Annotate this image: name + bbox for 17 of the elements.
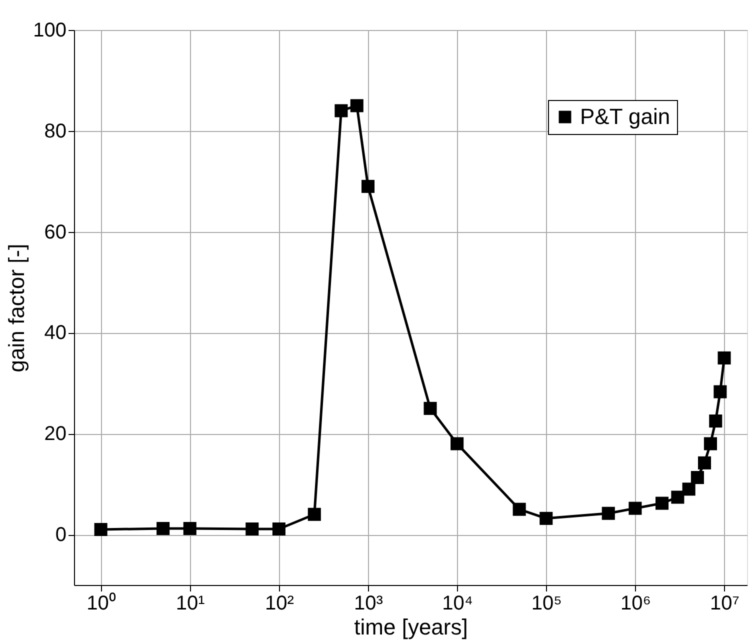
y-axis-title: gain factor [-] bbox=[4, 244, 30, 372]
x-tick-label: 10³ bbox=[354, 592, 384, 614]
x-tick-label: 10⁶ bbox=[620, 592, 651, 614]
legend-label: P&T gain bbox=[580, 104, 670, 129]
y-tick-label: 20 bbox=[44, 423, 66, 446]
x-tick-label: 10⁴ bbox=[442, 592, 473, 614]
y-tick-label: 60 bbox=[44, 221, 66, 244]
x-tick-label: 10⁵ bbox=[531, 592, 562, 614]
y-tick-label: 40 bbox=[44, 322, 66, 344]
x-tick-label: 10¹ bbox=[176, 592, 206, 614]
y-tick-label: 80 bbox=[44, 120, 66, 142]
x-tick-label: 10⁰ bbox=[86, 592, 116, 614]
x-tick-label: 10⁷ bbox=[710, 592, 740, 614]
y-tick-label: 100 bbox=[33, 20, 66, 42]
x-axis-title: time [years] bbox=[354, 614, 468, 640]
x-tick-label: 10² bbox=[264, 592, 294, 614]
y-tick-label: 0 bbox=[55, 524, 66, 546]
